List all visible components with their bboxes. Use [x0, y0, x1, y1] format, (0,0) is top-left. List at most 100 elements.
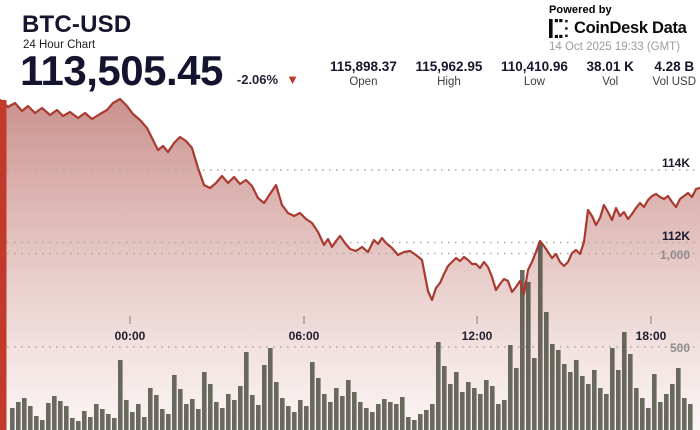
volume-bar	[544, 312, 549, 430]
volume-bar	[370, 412, 375, 430]
volume-bar	[196, 409, 201, 430]
volume-bar	[646, 408, 651, 430]
volume-bar	[538, 242, 543, 430]
volume-bar	[244, 352, 249, 430]
stat-vol-usd: 4.28 B Vol USD	[653, 59, 696, 88]
volume-bar	[190, 399, 195, 430]
stat-high: 115,962.95 High	[416, 59, 483, 88]
volume-bar	[466, 382, 471, 430]
volume-bar	[268, 348, 273, 430]
volume-bar	[358, 402, 363, 430]
volume-bar	[208, 384, 213, 430]
volume-bar	[418, 414, 423, 430]
volume-bar	[262, 365, 267, 430]
stat-high-label: High	[437, 76, 461, 88]
volume-bar	[136, 404, 141, 430]
volume-bar	[442, 366, 447, 430]
volume-bar	[430, 404, 435, 430]
volume-bar	[604, 394, 609, 430]
volume-bar	[328, 402, 333, 430]
volume-bar	[52, 396, 57, 430]
volume-bar	[478, 394, 483, 430]
coindesk-brand[interactable]: CoinDesk Data	[549, 19, 687, 38]
stat-open: 115,898.37 Open	[330, 59, 397, 88]
volume-bar	[34, 416, 39, 430]
volume-bar	[334, 388, 339, 430]
y-axis-price-label: 112K	[661, 228, 690, 243]
volume-bar	[526, 282, 531, 430]
volume-bar	[82, 411, 87, 430]
volume-bar	[106, 414, 111, 430]
chart-timestamp: 14 Oct 2025 19:33 (GMT)	[549, 41, 681, 53]
volume-bar	[340, 396, 345, 430]
volume-bar	[94, 404, 99, 430]
stat-high-value: 115,962.95	[415, 59, 483, 74]
x-axis-time-label: 00:00	[114, 329, 146, 343]
price-row: 113,505.45 -2.06% ▼	[20, 50, 299, 92]
volume-bar	[322, 394, 327, 430]
volume-bar	[592, 370, 597, 430]
volume-bar	[670, 384, 675, 430]
ohlc-stats-row: 115,898.37 Open 115,962.95 High 110,410.…	[330, 59, 696, 88]
volume-bar	[508, 345, 513, 430]
volume-bar	[100, 409, 105, 430]
price-line	[0, 97, 700, 302]
volume-bar	[364, 408, 369, 430]
volume-bar	[652, 374, 657, 430]
volume-bar	[250, 395, 255, 430]
volume-bar	[124, 400, 129, 430]
volume-bar	[310, 362, 315, 430]
volume-bar	[454, 372, 459, 430]
volume-bar	[400, 397, 405, 430]
volume-bar	[238, 386, 243, 430]
volume-bar	[388, 402, 393, 430]
volume-bar	[628, 354, 633, 430]
volume-bar	[118, 360, 123, 430]
powered-by-text: Powered by	[549, 4, 612, 16]
y-axis-volume-label: 500	[669, 341, 690, 355]
volume-bar	[148, 388, 153, 430]
volume-bar	[22, 398, 27, 430]
volume-bar	[622, 332, 627, 430]
volume-bar	[220, 408, 225, 430]
volume-bar	[586, 384, 591, 430]
volume-bar	[502, 400, 507, 430]
current-price: 113,505.45	[20, 47, 223, 94]
stat-vol-usd-value: 4.28 B	[654, 59, 695, 74]
chart-subtitle: 24 Hour Chart	[23, 39, 96, 51]
volume-bar	[298, 400, 303, 430]
y-axis-volume-label: 1,000	[659, 247, 690, 262]
stat-vol-usd-label: Vol USD	[652, 76, 696, 88]
volume-bar	[598, 388, 603, 430]
volume-bar	[160, 409, 165, 430]
volume-bar	[532, 358, 537, 430]
volume-bar	[202, 372, 207, 430]
chart-left-edge-bar	[0, 100, 7, 430]
volume-bar	[658, 402, 663, 430]
volume-bar	[226, 394, 231, 430]
volume-bar	[172, 375, 177, 430]
price-change-percent: -2.06%	[236, 72, 279, 87]
volume-bar	[640, 398, 645, 430]
volume-bar	[664, 394, 669, 430]
volume-bar	[610, 348, 615, 430]
stat-open-label: Open	[349, 76, 378, 88]
volume-bar	[28, 406, 33, 430]
stat-vol-label: Vol	[602, 76, 619, 88]
coindesk-logo-icon	[549, 19, 568, 38]
volume-bar	[490, 386, 495, 430]
volume-bar	[256, 405, 261, 430]
volume-bar	[574, 360, 579, 430]
volume-bar	[16, 402, 21, 430]
x-axis-time-label: 12:00	[461, 329, 493, 343]
volume-bar	[352, 392, 357, 430]
volume-bar	[154, 395, 159, 430]
volume-bar	[412, 420, 417, 430]
volume-bar	[682, 398, 687, 430]
volume-bar	[166, 414, 171, 430]
volume-bar	[286, 406, 291, 430]
volume-bar	[382, 399, 387, 430]
stat-low: 110,410.96 Low	[501, 59, 568, 88]
